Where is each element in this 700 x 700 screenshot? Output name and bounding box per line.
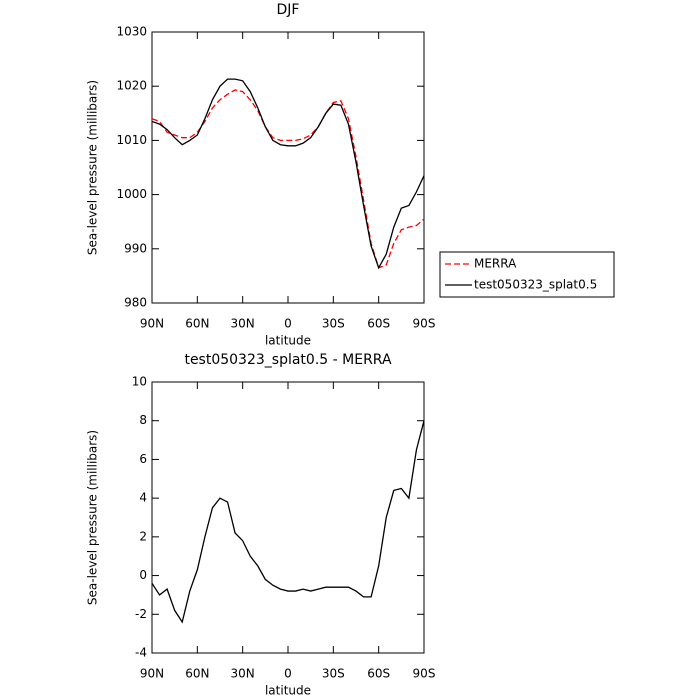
x-tick-label: 0	[284, 317, 292, 331]
y-axis-label: Sea-level pressure (millibars)	[86, 430, 100, 605]
y-tick-label: 1030	[116, 25, 147, 39]
chart-title: test050323_splat0.5 - MERRA	[184, 352, 391, 368]
y-tick-label: 990	[124, 241, 147, 255]
legend-label: MERRA	[474, 257, 517, 271]
x-axis-label: latitude	[265, 334, 311, 348]
x-tick-label: 30N	[231, 317, 255, 331]
series-line	[151, 78, 425, 270]
x-tick-label: 60S	[367, 667, 390, 681]
y-axis-label: Sea-level pressure (millibars)	[86, 80, 100, 255]
x-tick-label: 60S	[367, 317, 390, 331]
x-tick-label: 30S	[322, 317, 345, 331]
y-tick-label: 10	[132, 375, 147, 389]
y-tick-label: 1020	[116, 79, 147, 93]
x-tick-label: 0	[284, 667, 292, 681]
chart-title: DJF	[277, 2, 300, 18]
x-tick-label: 60N	[185, 317, 209, 331]
x-tick-label: 60N	[185, 667, 209, 681]
x-tick-label: 90N	[140, 667, 164, 681]
series-line	[151, 89, 425, 269]
y-tick-label: -4	[135, 646, 147, 660]
x-axis-label: latitude	[265, 684, 311, 698]
x-tick-label: 90S	[413, 667, 436, 681]
legend-box	[439, 251, 615, 298]
legend-label: test050323_splat0.5	[474, 278, 597, 292]
y-tick-label: 2	[139, 529, 147, 543]
y-tick-label: -2	[135, 607, 147, 621]
y-tick-label: 4	[139, 491, 147, 505]
x-tick-label: 90S	[413, 317, 436, 331]
y-tick-label: 0	[139, 568, 147, 582]
y-tick-label: 1010	[116, 133, 147, 147]
y-tick-label: 1000	[116, 187, 147, 201]
plot-frame	[151, 381, 425, 654]
y-tick-label: 8	[139, 413, 147, 427]
x-tick-label: 30N	[231, 667, 255, 681]
x-tick-label: 30S	[322, 667, 345, 681]
x-tick-label: 90N	[140, 317, 164, 331]
data-line	[151, 420, 425, 624]
plot-frame	[151, 31, 425, 304]
y-tick-label: 6	[139, 452, 147, 466]
y-tick-label: 980	[124, 296, 147, 310]
